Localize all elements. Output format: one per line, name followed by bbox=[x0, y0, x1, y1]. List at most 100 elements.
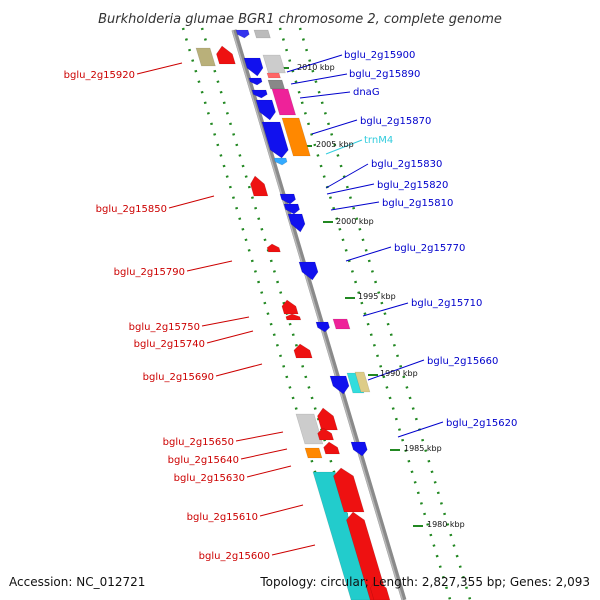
leader-2g15660 bbox=[367, 359, 425, 381]
gene-glyph-2g15870-b bbox=[261, 121, 289, 159]
gene-glyph-2g15650-c bbox=[317, 427, 335, 441]
gene-glyph-2g15710-a bbox=[315, 321, 330, 333]
gene-glyph-2g15870-a bbox=[255, 99, 276, 121]
gene-glyph-2g15850 bbox=[250, 175, 269, 197]
kbp-marker-2010: 2010 kbp bbox=[297, 63, 335, 72]
reverse-gene-labels: bglu_2g15920 bglu_2g15850 bglu_2g15790 b… bbox=[64, 70, 270, 562]
axis-line bbox=[231, 29, 407, 600]
gene-label-bglu-2g15620[interactable]: bglu_2g15620 bbox=[446, 418, 517, 429]
leader-2g15600 bbox=[271, 544, 316, 556]
gene-label-bglu-2g15850[interactable]: bglu_2g15850 bbox=[96, 204, 167, 215]
forward-gene-labels: bglu_2g15900 bglu_2g15890 dnaG bglu_2g15… bbox=[344, 50, 517, 429]
leader-2g15790 bbox=[186, 260, 233, 272]
feature-glyphs bbox=[195, 29, 391, 600]
gene-glyph-2g15630 bbox=[304, 447, 323, 459]
leader-2g15650 bbox=[235, 431, 284, 442]
gene-glyph-top-a bbox=[235, 29, 250, 39]
chromosome-axis bbox=[231, 29, 423, 600]
leader-2g15690 bbox=[215, 363, 263, 377]
kbp-marker-1995: 1995 kbp bbox=[358, 292, 396, 301]
gene-label-bglu-2g15600[interactable]: bglu_2g15600 bbox=[199, 551, 270, 562]
frame-guide-1 bbox=[181, 27, 355, 600]
gene-glyph-dark-grey bbox=[267, 79, 286, 90]
kbp-marker-2000: 2000 kbp bbox=[336, 217, 374, 226]
leader-2g15820 bbox=[326, 183, 375, 195]
leader-2g15900 bbox=[286, 54, 343, 73]
gene-glyph-2g15920-b bbox=[216, 45, 236, 65]
gene-glyph-bottom-red bbox=[370, 579, 391, 600]
gene-glyph-2g15640 bbox=[323, 441, 341, 455]
gene-glyph-2g15710-b bbox=[332, 318, 351, 330]
leader-2g15850 bbox=[168, 195, 215, 209]
kbp-marker-2005: 2005 kbp bbox=[316, 140, 354, 149]
gene-glyph-grey-1 bbox=[262, 54, 286, 74]
leader-2g15610 bbox=[259, 504, 304, 517]
leader-2g15890 bbox=[290, 73, 348, 85]
gene-glyph-2g15600-red bbox=[346, 511, 389, 600]
gene-label-bglu-2g15890[interactable]: bglu_2g15890 bbox=[349, 69, 420, 80]
leader-2g15920 bbox=[136, 62, 183, 75]
gene-glyph-2g15610-cyan bbox=[312, 471, 374, 600]
gene-glyph-2g15900 bbox=[243, 57, 264, 77]
gene-label-bglu-2g15630[interactable]: bglu_2g15630 bbox=[174, 473, 245, 484]
gene-glyph-small-pink bbox=[266, 72, 281, 79]
accession-text: Accession: NC_012721 bbox=[9, 575, 145, 589]
gene-label-bglu-2g15790[interactable]: bglu_2g15790 bbox=[114, 267, 185, 278]
gene-glyph-dnag-a bbox=[251, 89, 268, 99]
gene-glyph-trnm4 bbox=[273, 157, 288, 166]
gene-glyph-2g15920-a bbox=[195, 47, 216, 67]
gene-label-bglu-2g15650[interactable]: bglu_2g15650 bbox=[163, 437, 234, 448]
gene-label-bglu-2g15740[interactable]: bglu_2g15740 bbox=[134, 339, 205, 350]
gene-glyph-2g15610-red bbox=[333, 467, 365, 513]
gene-glyph-2g15660-b bbox=[346, 372, 365, 394]
label-leader-lines bbox=[136, 54, 444, 556]
gene-glyph-2g15690 bbox=[293, 343, 313, 359]
gene-glyph-2g15660-c bbox=[354, 371, 371, 393]
axis-highlight bbox=[231, 29, 404, 600]
gene-glyph-top-b bbox=[253, 29, 271, 39]
gene-glyph-orange bbox=[281, 117, 311, 157]
gene-label-dnag[interactable]: dnaG bbox=[353, 87, 380, 98]
gene-label-bglu-2g15750[interactable]: bglu_2g15750 bbox=[129, 322, 200, 333]
topology-summary: Topology: circular; Length: 2,827,355 bp… bbox=[259, 575, 590, 589]
kbp-marker-1985: 1985 kbp bbox=[404, 444, 442, 453]
kbp-marker-1990: 1990 kbp bbox=[380, 369, 418, 378]
frame-guide-4 bbox=[298, 27, 472, 600]
gene-glyph-2g15890 bbox=[248, 77, 263, 86]
gene-label-bglu-2g15870[interactable]: bglu_2g15870 bbox=[360, 116, 431, 127]
kbp-marker-1980: 1980 kbp bbox=[427, 520, 465, 529]
leader-2g15620 bbox=[397, 421, 444, 438]
gene-label-bglu-2g15900[interactable]: bglu_2g15900 bbox=[344, 50, 415, 61]
gene-glyph-2g15660-a bbox=[329, 375, 350, 395]
gene-label-bglu-2g15770[interactable]: bglu_2g15770 bbox=[394, 243, 465, 254]
leader-2g15810 bbox=[330, 201, 380, 211]
gene-glyph-2g15810 bbox=[287, 213, 306, 233]
gene-label-bglu-2g15810[interactable]: bglu_2g15810 bbox=[382, 198, 453, 209]
leader-2g15740 bbox=[206, 330, 254, 344]
leader-trnm4 bbox=[325, 139, 363, 155]
gene-label-bglu-2g15820[interactable]: bglu_2g15820 bbox=[377, 180, 448, 191]
gene-label-bglu-2g15610[interactable]: bglu_2g15610 bbox=[187, 512, 258, 523]
gene-label-bglu-2g15710[interactable]: bglu_2g15710 bbox=[411, 298, 482, 309]
gene-label-bglu-2g15690[interactable]: bglu_2g15690 bbox=[143, 372, 214, 383]
gene-glyph-dnag bbox=[271, 88, 297, 116]
leader-2g15830 bbox=[325, 163, 369, 189]
gene-glyph-2g15770 bbox=[298, 261, 319, 281]
gene-label-bglu-2g15830[interactable]: bglu_2g15830 bbox=[371, 159, 442, 170]
gene-glyph-2g15790 bbox=[266, 243, 281, 253]
leader-2g15710 bbox=[362, 302, 409, 317]
gene-glyph-2g15820 bbox=[283, 203, 300, 215]
leader-2g15870 bbox=[311, 119, 358, 135]
leader-2g15770 bbox=[345, 246, 392, 262]
gene-label-bglu-2g15640[interactable]: bglu_2g15640 bbox=[168, 455, 239, 466]
gene-glyph-2g15650-b bbox=[317, 407, 338, 431]
gene-label-bglu-2g15660[interactable]: bglu_2g15660 bbox=[427, 356, 498, 367]
gene-glyph-2g15650 bbox=[295, 413, 324, 445]
gene-label-bglu-2g15920[interactable]: bglu_2g15920 bbox=[64, 70, 135, 81]
gene-label-trnm4[interactable]: trnM4 bbox=[364, 135, 393, 146]
gene-glyph-2g15620 bbox=[350, 441, 368, 457]
gene-glyph-2g15740 bbox=[285, 313, 302, 321]
leader-dnag bbox=[299, 91, 351, 99]
kbp-marker-labels: 2010 kbp 2005 kbp 2000 kbp 1995 kbp 1990… bbox=[297, 63, 465, 529]
